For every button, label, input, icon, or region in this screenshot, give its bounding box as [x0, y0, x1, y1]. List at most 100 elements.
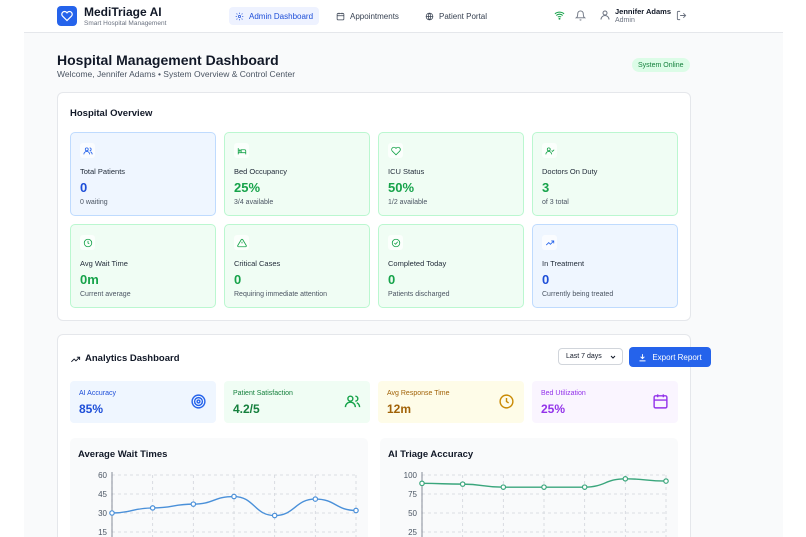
data-point	[459, 481, 466, 487]
metric-patient-satisfaction: Patient Satisfaction 4.2/5	[224, 381, 370, 423]
wifi-icon	[554, 11, 565, 20]
stat-label: Bed Occupancy	[234, 167, 287, 176]
stat-label: Critical Cases	[234, 259, 281, 268]
nav-patient-portal[interactable]: Patient Portal	[419, 7, 493, 25]
stat-sub: 0 waiting	[80, 199, 108, 206]
stat-bed-occupancy: Bed Occupancy 25% 3/4 available	[224, 132, 370, 216]
stat-sub: 1/2 available	[388, 199, 428, 206]
metric-label: Patient Satisfaction	[233, 390, 293, 397]
date-range-select[interactable]: Last 7 days	[558, 348, 623, 365]
data-point	[663, 478, 669, 484]
metric-ai-accuracy: AI Accuracy 85%	[70, 381, 216, 423]
bed-icon	[234, 143, 249, 158]
stat-value: 0	[388, 272, 396, 287]
y-tick-label: 100	[404, 471, 418, 480]
brand-subtitle: Smart Hospital Management	[84, 20, 167, 27]
stat-label: Avg Wait Time	[80, 259, 128, 268]
data-point	[149, 505, 156, 511]
target-icon	[191, 394, 206, 409]
stat-value: 0m	[80, 272, 99, 287]
chevron-down-icon	[610, 355, 616, 359]
data-point	[353, 507, 359, 514]
range-value: Last 7 days	[566, 353, 602, 360]
data-point	[190, 501, 197, 507]
export-report-button[interactable]: Export Report	[629, 347, 711, 367]
logout-icon[interactable]	[676, 10, 687, 21]
stat-value: 0	[542, 272, 550, 287]
hospital-overview-card: Hospital Overview Total Patients 0 0 wai…	[57, 92, 691, 321]
metric-label: AI Accuracy	[79, 390, 116, 397]
data-point	[581, 484, 588, 490]
brand-title: MediTriage AI	[84, 5, 162, 19]
metric-bed-utilization: Bed Utilization 25%	[532, 381, 678, 423]
stat-sub: Current average	[80, 291, 131, 298]
data-point	[312, 496, 319, 502]
analytics-title: Analytics Dashboard	[85, 353, 180, 364]
y-tick-label: 75	[408, 490, 417, 499]
stat-value: 50%	[388, 180, 415, 195]
clock-icon	[80, 235, 95, 250]
analytics-card: Analytics Dashboard Last 7 days Export R…	[57, 334, 711, 537]
calendar-icon	[653, 394, 668, 409]
ai-accuracy-chart-card: AI Triage Accuracy 100 75 50 25	[380, 438, 678, 537]
metric-label: Avg Response Time	[387, 390, 450, 397]
check-circle-icon	[388, 235, 403, 250]
stat-value: 3	[542, 180, 550, 195]
y-tick-label: 30	[98, 509, 107, 518]
trending-up-icon	[542, 235, 557, 250]
y-tick-label: 45	[98, 490, 107, 499]
stat-label: In Treatment	[542, 259, 585, 268]
calendar-icon	[336, 12, 345, 20]
stat-label: ICU Status	[388, 167, 425, 176]
status-badge: System Online	[632, 58, 690, 72]
user-role: Admin	[615, 17, 635, 24]
export-label: Export Report	[652, 352, 702, 362]
heart-icon	[388, 143, 403, 158]
metric-avg-response-time: Avg Response Time 12m	[378, 381, 524, 423]
y-tick-label: 25	[408, 528, 417, 537]
user-avatar-icon[interactable]	[599, 9, 611, 21]
y-tick-label: 60	[98, 471, 107, 480]
y-tick-label: 50	[408, 509, 417, 518]
wait-times-chart: 60 45 30 15	[98, 471, 359, 537]
nav-appointments[interactable]: Appointments	[330, 7, 405, 25]
data-point	[622, 475, 629, 482]
data-point	[271, 512, 278, 519]
nav-label: Admin Dashboard	[249, 11, 314, 21]
stat-sub: 3/4 available	[234, 199, 274, 206]
metric-label: Bed Utilization	[541, 390, 586, 397]
nav-label: Patient Portal	[439, 11, 488, 21]
data-point	[500, 484, 507, 490]
metric-value: 4.2/5	[233, 402, 260, 416]
globe-icon	[425, 12, 434, 20]
bell-icon[interactable]	[575, 10, 586, 21]
chart-title: AI Triage Accuracy	[388, 449, 474, 460]
stat-value: 0	[234, 272, 242, 287]
user-name: Jennifer Adams	[615, 7, 671, 16]
ai-triage-accuracy-chart: 100 75 50 25	[404, 471, 669, 537]
download-icon	[639, 353, 646, 361]
stat-doctors-on-duty: Doctors On Duty 3 of 3 total	[532, 132, 678, 216]
page-subtitle: Welcome, Jennifer Adams • System Overvie…	[57, 69, 296, 79]
page-title: Hospital Management Dashboard	[57, 52, 279, 68]
stat-value: 0	[80, 180, 88, 195]
nav-admin-dashboard[interactable]: Admin Dashboard	[229, 7, 320, 25]
stat-completed-today: Completed Today 0 Patients discharged	[378, 224, 524, 308]
stat-avg-wait-time: Avg Wait Time 0m Current average	[70, 224, 216, 308]
stat-label: Total Patients	[80, 167, 126, 176]
stat-in-treatment: In Treatment 0 Currently being treated	[532, 224, 678, 308]
trending-up-icon	[71, 356, 81, 363]
data-point	[419, 480, 425, 487]
main-content: Hospital Management Dashboard Welcome, J…	[24, 32, 783, 537]
stat-sub: Currently being treated	[542, 291, 614, 298]
stat-icu-status: ICU Status 50% 1/2 available	[378, 132, 524, 216]
data-point	[231, 493, 237, 500]
clock-icon	[499, 394, 514, 409]
logo-heart-icon[interactable]	[57, 6, 77, 26]
stat-critical-cases: Critical Cases 0 Requiring immediate att…	[224, 224, 370, 308]
stat-sub: of 3 total	[542, 199, 569, 206]
overview-title: Hospital Overview	[70, 108, 153, 119]
stat-sub: Patients discharged	[388, 291, 450, 298]
top-nav: MediTriage AI Smart Hospital Management …	[24, 0, 783, 32]
users-icon	[344, 395, 361, 408]
